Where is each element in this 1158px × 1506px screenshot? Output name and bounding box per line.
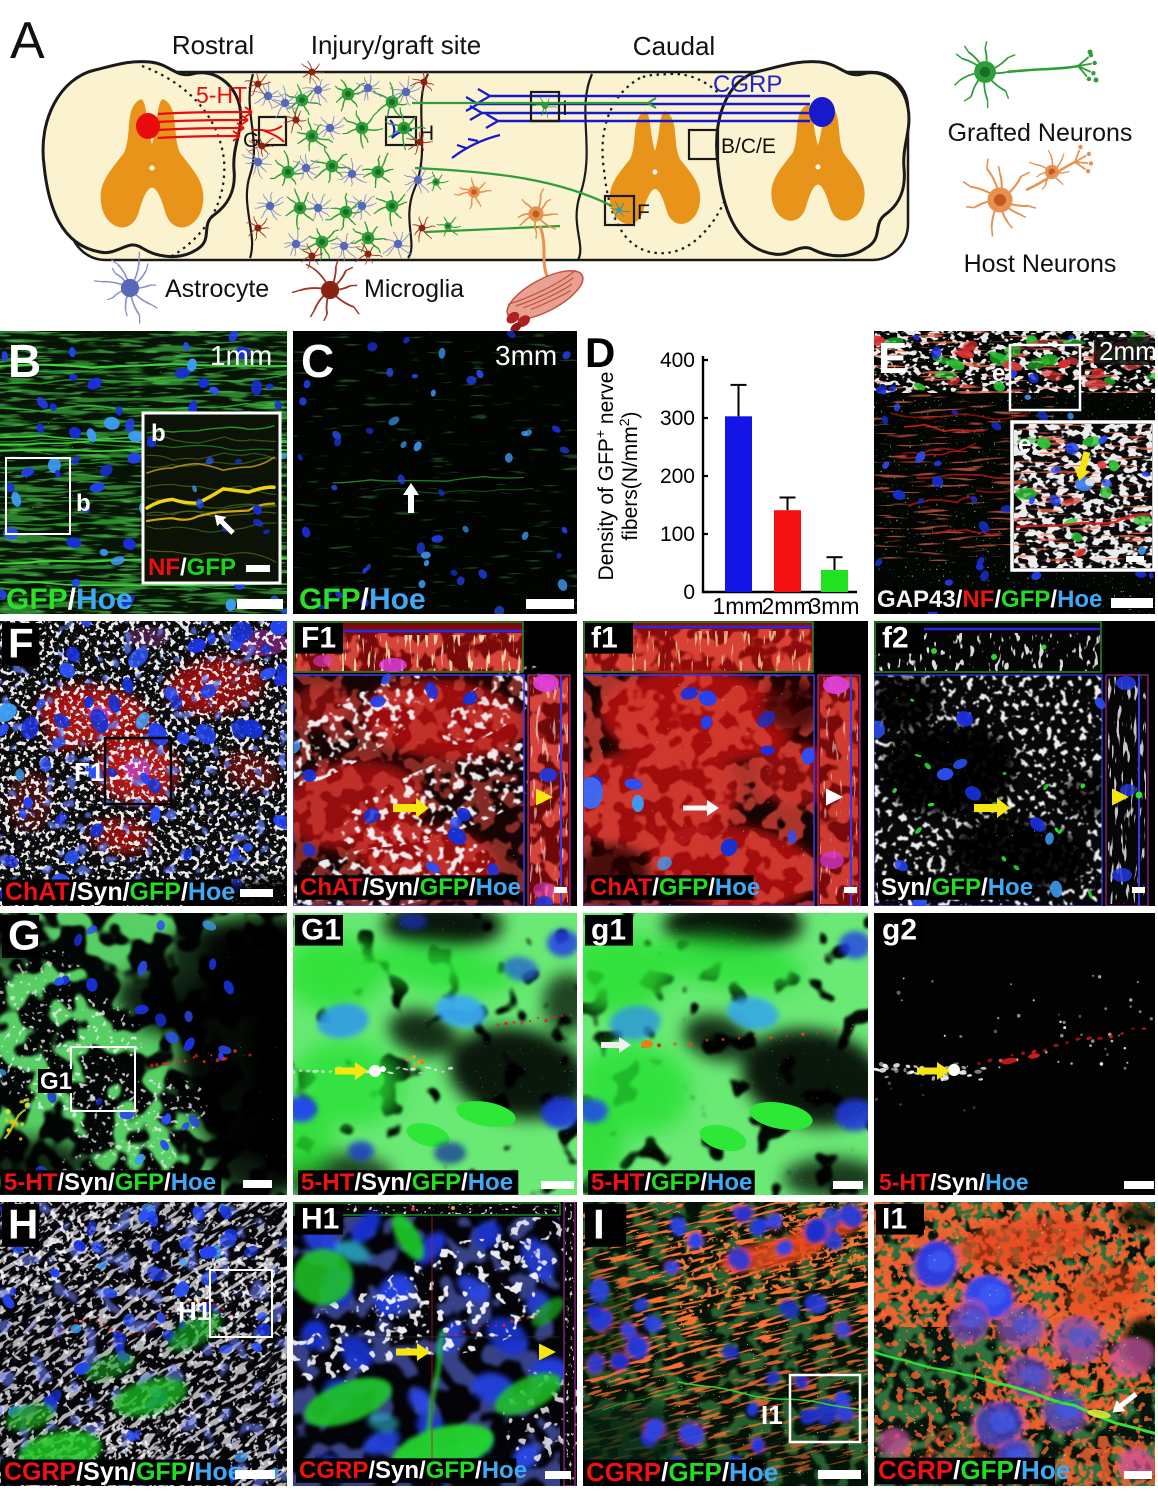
svg-text:B/C/E: B/C/E — [721, 135, 776, 158]
svg-text:5-HT/GFP/Hoe: 5-HT/GFP/Hoe — [591, 1169, 752, 1195]
svg-text:g2: g2 — [882, 914, 917, 947]
svg-text:I: I — [562, 97, 568, 120]
svg-text:400: 400 — [660, 349, 695, 372]
svg-text:5-HT/Syn/GFP/Hoe: 5-HT/Syn/GFP/Hoe — [4, 1169, 216, 1195]
svg-text:I1: I1 — [761, 1400, 783, 1430]
svg-text:5-HT/Syn/Hoe: 5-HT/Syn/Hoe — [879, 1169, 1029, 1195]
svg-text:CGRP/Syn/GFP/Hoe: CGRP/Syn/GFP/Hoe — [299, 1457, 527, 1484]
svg-text:2mm: 2mm — [1099, 336, 1155, 366]
svg-text:CGRP/GFP/Hoe: CGRP/GFP/Hoe — [586, 1457, 778, 1486]
svg-text:D: D — [585, 331, 615, 376]
svg-text:100: 100 — [660, 523, 695, 546]
svg-text:200: 200 — [660, 465, 695, 488]
svg-text:A: A — [10, 12, 45, 70]
svg-text:NF/GFP: NF/GFP — [148, 554, 236, 581]
svg-text:F1: F1 — [74, 757, 104, 787]
svg-text:I1: I1 — [882, 1203, 907, 1236]
svg-text:G1: G1 — [40, 1068, 72, 1095]
svg-text:2mm: 2mm — [761, 593, 812, 614]
svg-text:ChAT/GFP/Hoe: ChAT/GFP/Hoe — [590, 874, 760, 901]
svg-text:f2: f2 — [882, 622, 909, 655]
svg-text:G: G — [8, 913, 41, 958]
svg-text:C: C — [301, 335, 334, 387]
svg-text:Host Neurons: Host Neurons — [964, 250, 1117, 278]
svg-text:H1: H1 — [301, 1203, 339, 1236]
svg-text:e: e — [992, 360, 1005, 387]
svg-text:Grafted Neurons: Grafted Neurons — [948, 119, 1133, 147]
svg-text:Injury/graft site: Injury/graft site — [311, 30, 482, 60]
svg-text:e: e — [1018, 431, 1031, 458]
svg-text:b: b — [151, 420, 166, 447]
svg-text:F: F — [8, 621, 34, 666]
svg-text:Microglia: Microglia — [364, 275, 464, 303]
svg-text:f1: f1 — [591, 622, 618, 655]
svg-text:Rostral: Rostral — [172, 30, 254, 60]
svg-text:E: E — [878, 334, 907, 383]
svg-text:H1: H1 — [178, 1296, 211, 1326]
svg-text:Density of GFP+ nerve: Density of GFP+ nerve — [592, 372, 618, 581]
svg-text:CGRP/GFP/Hoe: CGRP/GFP/Hoe — [878, 1455, 1070, 1485]
svg-text:1mm: 1mm — [210, 340, 272, 371]
svg-text:300: 300 — [660, 407, 695, 430]
svg-text:G: G — [243, 129, 259, 152]
svg-text:GFP/Hoe: GFP/Hoe — [299, 583, 426, 614]
svg-text:5-HT/Syn/GFP/Hoe: 5-HT/Syn/GFP/Hoe — [301, 1169, 513, 1195]
svg-text:I: I — [593, 1202, 605, 1247]
svg-text:g1: g1 — [591, 914, 626, 947]
svg-text:G1: G1 — [301, 914, 341, 947]
svg-text:CGRP/Syn/GFP/Hoe: CGRP/Syn/GFP/Hoe — [4, 1458, 242, 1486]
svg-text:GFP/Hoe: GFP/Hoe — [6, 583, 133, 614]
svg-text:Syn/GFP/Hoe: Syn/GFP/Hoe — [881, 874, 1033, 901]
svg-text:Astrocyte: Astrocyte — [165, 275, 269, 303]
svg-text:ChAT/Syn/GFP/Hoe: ChAT/Syn/GFP/Hoe — [300, 874, 521, 901]
svg-text:3mm: 3mm — [808, 593, 859, 614]
svg-text:0: 0 — [683, 581, 695, 604]
svg-text:fibers(N/mm2): fibers(N/mm2) — [616, 411, 642, 540]
svg-text:5-HT: 5-HT — [196, 82, 247, 108]
svg-text:F1: F1 — [301, 622, 336, 655]
svg-text:CGRP: CGRP — [713, 71, 782, 98]
svg-text:F: F — [637, 201, 650, 224]
svg-text:GAP43/NF/GFP/Hoe: GAP43/NF/GFP/Hoe — [877, 586, 1102, 613]
svg-text:b: b — [76, 490, 91, 517]
svg-text:H: H — [8, 1202, 38, 1247]
svg-text:ChAT/Syn/GFP/Hoe: ChAT/Syn/GFP/Hoe — [5, 878, 235, 906]
svg-text:B: B — [8, 335, 41, 387]
svg-text:3mm: 3mm — [495, 340, 557, 371]
svg-text:Caudal: Caudal — [633, 31, 715, 61]
svg-text:1mm: 1mm — [712, 593, 763, 614]
